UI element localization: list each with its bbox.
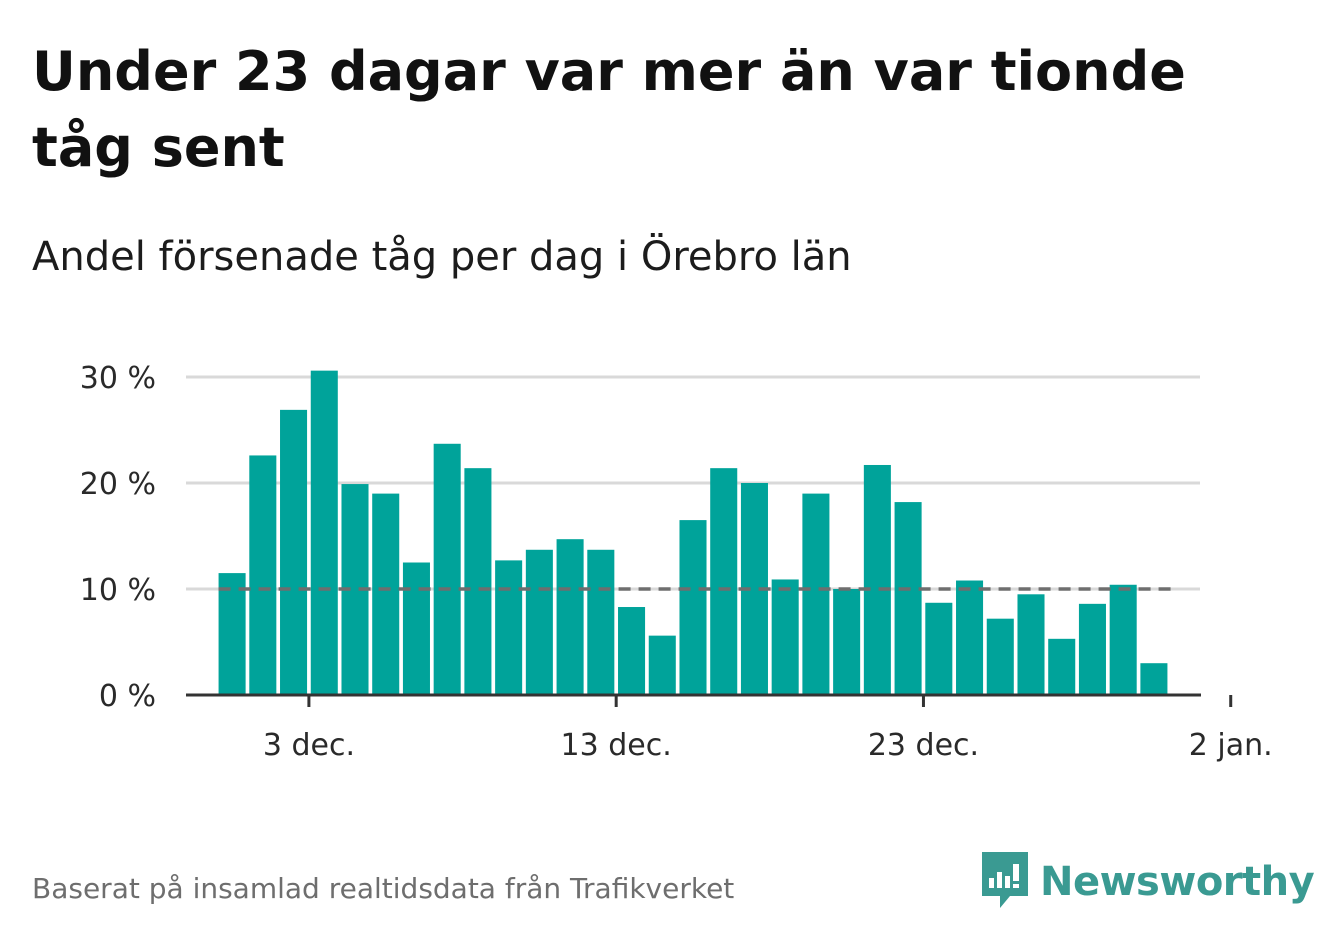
bar [372,493,400,695]
y-tick-label: 30 % [80,361,156,396]
bar [648,635,676,695]
x-tick-label: 23 dec. [868,728,979,763]
bar [1109,584,1137,695]
bar [894,502,922,695]
bar [587,549,615,695]
bar [464,468,492,695]
x-tick-label: 3 dec. [263,728,355,763]
chart-subtitle: Andel försenade tåg per dag i Örebro län [32,234,852,280]
bar [249,455,277,695]
bar [925,602,953,695]
bar [1140,663,1168,695]
y-tick-label: 0 % [99,679,156,714]
bar [556,539,584,695]
x-tick-label: 2 jan. [1189,728,1273,763]
brand-name: Newsworthy [1040,859,1315,905]
bar [525,549,553,695]
bar [402,562,430,695]
source-note: Baserat på insamlad realtidsdata från Tr… [32,872,735,905]
bar [218,573,246,695]
bars [218,370,1168,695]
bar [280,409,308,695]
y-axis-labels: 0 % 10 % 20 % 30 % [80,361,156,714]
bar [1017,594,1045,695]
bar [618,607,646,695]
bar [310,370,338,695]
bar [986,618,1014,695]
bar [771,579,799,695]
bar [1078,603,1106,695]
bar [433,443,461,695]
bar [802,493,830,695]
x-axis: 3 dec. 13 dec. 23 dec. 2 jan. [186,693,1273,763]
bar [710,468,738,695]
y-tick-label: 20 % [80,467,156,502]
brand-logo[interactable]: Newsworthy [980,850,1315,914]
bar [863,464,891,695]
bar [679,520,707,695]
bar [1048,638,1076,695]
bar [495,560,523,695]
bar [956,580,984,695]
newsworthy-logo-icon [980,850,1030,914]
y-tick-label: 10 % [80,573,156,608]
bar [833,589,861,695]
chart-title: Under 23 dagar var mer än var tionde tåg… [32,40,1186,179]
x-tick-label: 13 dec. [561,728,672,763]
